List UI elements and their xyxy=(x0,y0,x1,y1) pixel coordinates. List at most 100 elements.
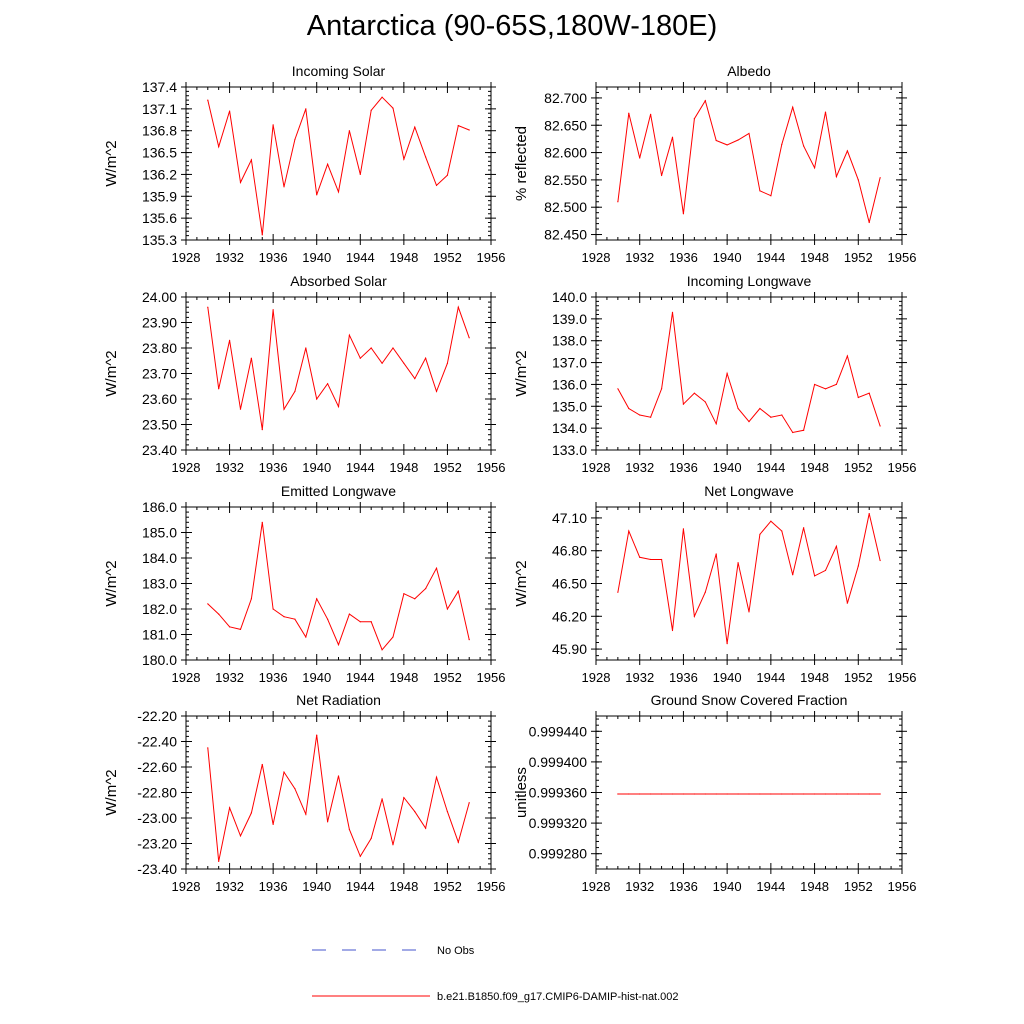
panel-title: Incoming Longwave xyxy=(687,273,812,289)
panel-title: Net Longwave xyxy=(704,483,794,499)
data-point xyxy=(305,813,307,815)
data-point xyxy=(425,827,427,829)
y-tick-label: 136.2 xyxy=(142,166,177,182)
panel-3: Absorbed Solar W/m^2 1928 1932 1936 1940 1944 1… xyxy=(103,273,505,475)
x-tick-label: 1948 xyxy=(389,670,418,685)
y-tick-label: 135.0 xyxy=(552,398,587,414)
data-point xyxy=(704,401,706,403)
y-tick-label: 186.0 xyxy=(142,499,177,515)
data-point xyxy=(359,173,361,176)
data-point xyxy=(370,621,372,623)
data-point xyxy=(403,158,405,160)
y-tick-label: 46.20 xyxy=(552,608,587,624)
data-point xyxy=(348,130,350,132)
x-tick-label: 1956 xyxy=(888,460,917,475)
y-tick-label: 180.0 xyxy=(142,652,177,668)
y-tick-label: 23.40 xyxy=(142,442,177,458)
data-point xyxy=(250,159,252,161)
y-tick-label: 136.8 xyxy=(142,123,177,139)
data-point xyxy=(781,414,783,416)
data-point xyxy=(868,512,870,515)
y-tick-label: 183.0 xyxy=(142,576,177,592)
page-title: Antarctica (90-65S,180W-180E) xyxy=(306,10,718,42)
data-point xyxy=(207,306,209,308)
y-tick-label: 24.00 xyxy=(142,289,177,305)
data-point xyxy=(715,139,717,142)
data-point xyxy=(781,143,783,145)
data-point xyxy=(414,598,416,600)
panel-title: Albedo xyxy=(727,63,771,79)
data-point xyxy=(381,96,383,98)
data-point xyxy=(370,109,372,111)
y-axis-label: W/m^2 xyxy=(103,350,120,396)
data-point xyxy=(617,591,619,593)
x-tick-label: 1940 xyxy=(302,250,331,265)
data-point xyxy=(218,146,220,148)
data-point xyxy=(671,629,674,632)
y-tick-label: 82.600 xyxy=(544,145,587,161)
data-point xyxy=(425,156,427,158)
x-tick-label: 1956 xyxy=(888,250,917,265)
data-point xyxy=(327,163,329,165)
data-point xyxy=(617,793,619,795)
data-point xyxy=(239,835,242,837)
data-point xyxy=(228,110,231,112)
data-point xyxy=(457,306,459,308)
y-tick-label: -23.20 xyxy=(137,836,177,852)
y-tick-label: 135.6 xyxy=(142,210,177,226)
y-tick-label: 140.0 xyxy=(552,289,587,305)
y-axis-label: W/m^2 xyxy=(513,350,530,396)
data-point xyxy=(715,793,717,795)
data-point xyxy=(650,558,652,561)
x-tick-label: 1940 xyxy=(713,879,742,894)
x-tick-label: 1932 xyxy=(215,460,244,475)
data-point xyxy=(294,788,296,790)
x-tick-label: 1936 xyxy=(669,460,698,475)
data-point xyxy=(435,184,438,186)
y-axis-label: W/m^2 xyxy=(103,140,120,186)
x-tick-label: 1940 xyxy=(713,250,742,265)
x-tick-label: 1940 xyxy=(713,460,742,475)
data-point xyxy=(446,811,449,813)
panel-2: Albedo % reflected 1928 1932 1936 1940 1944 194… xyxy=(513,63,916,265)
y-tick-label: 182.0 xyxy=(142,601,177,617)
data-point xyxy=(781,530,783,532)
data-point xyxy=(435,776,438,778)
data-point xyxy=(370,837,372,840)
data-point xyxy=(879,177,881,179)
data-point xyxy=(381,798,383,800)
y-tick-label: 82.700 xyxy=(544,90,587,106)
x-tick-label: 1932 xyxy=(215,879,244,894)
x-tick-label: 1944 xyxy=(346,670,375,685)
data-point xyxy=(457,125,459,127)
data-point xyxy=(846,355,848,357)
data-point xyxy=(813,167,816,169)
x-tick-label: 1948 xyxy=(389,460,418,475)
legend: No Obs b.e21.B1850.f09_g17.CMIP6-DAMIP-hi… xyxy=(312,945,679,1003)
x-tick-label: 1948 xyxy=(389,250,418,265)
data-point xyxy=(337,644,340,646)
panel-title: Absorbed Solar xyxy=(290,273,387,289)
plot-frame xyxy=(595,715,903,870)
data-point xyxy=(726,144,728,146)
data-point xyxy=(316,398,318,400)
data-point xyxy=(239,181,242,184)
data-point xyxy=(868,221,870,224)
data-point xyxy=(846,150,848,152)
data-point xyxy=(660,793,663,795)
x-tick-label: 1936 xyxy=(669,250,698,265)
data-point xyxy=(824,569,827,571)
y-axis-label: W/m^2 xyxy=(513,560,530,606)
data-point xyxy=(628,407,630,410)
data-point xyxy=(857,565,859,567)
x-tick-label: 1944 xyxy=(756,670,785,685)
data-point xyxy=(639,793,641,795)
data-point xyxy=(704,591,706,593)
data-point xyxy=(748,132,750,135)
data-point xyxy=(283,616,285,618)
data-point xyxy=(228,626,231,628)
data-point xyxy=(294,618,296,620)
data-point xyxy=(359,855,361,857)
y-tick-label: 0.999400 xyxy=(529,754,588,770)
plot-frame xyxy=(185,296,492,451)
